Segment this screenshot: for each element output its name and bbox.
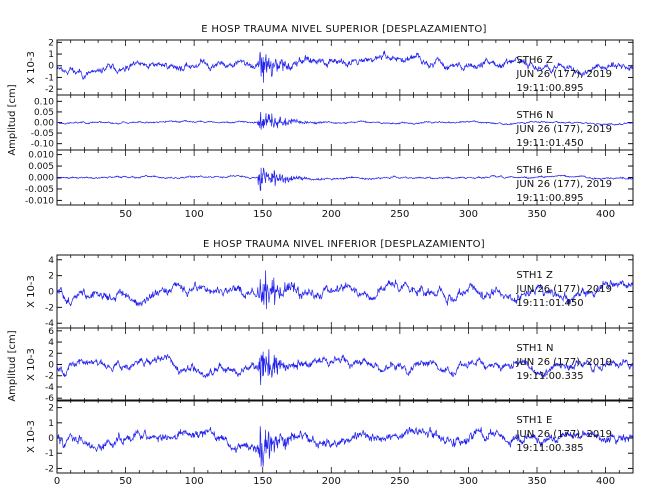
y-tick-label: 4 [48,338,54,348]
x-tick-label: 200 [322,209,341,220]
y-tick-label: 0 [48,361,54,371]
x-tick-label: 400 [596,209,615,220]
y-tick-label: 1 [48,419,54,429]
trace-waveform [56,426,634,467]
x-tick-label: 100 [185,476,204,487]
time-label: 19:11:00.895 [516,83,583,94]
y-tick-label: -2 [45,372,54,382]
station-label: STH6 Z [516,55,553,66]
y-tick-label: -4 [45,319,54,329]
x-tick-label: 150 [253,476,272,487]
date-label: JUN 26 (177), 2019 [515,429,612,440]
y-tick-label: -2 [45,464,54,474]
y-tick-label: 0 [48,62,54,72]
x-tick-label: 350 [527,209,546,220]
y-tick-label: -6 [45,394,54,404]
trace-panel-sth1-z: 4 2 0 -2 -4 X 10-3 STH1 Z JUN 26 (177), 2019 19:… [26,254,634,329]
y-tick-label: 0.00 [34,119,54,129]
y-tick-label: -0.005 [25,185,54,195]
x-tick-label: 250 [390,209,409,220]
time-label: 19:11:01.450 [516,138,583,149]
x-tick-label: 50 [119,476,132,487]
x-tick-label: 50 [119,209,132,220]
panel-superior-title: E HOSP TRAUMA NIVEL SUPERIOR [DESPLAZAMI… [201,24,487,35]
y-tick-label: -1 [45,449,54,459]
y-tick-label: 0.10 [34,97,54,107]
x-tick-label: 100 [185,209,204,220]
trace-waveform [56,349,634,386]
y-tick-label: -4 [45,383,54,393]
panel-inferior: E HOSP TRAUMA NIVEL INFERIOR [DESPLAZAMI… [7,239,634,487]
y-tick-label: -1 [45,73,54,83]
trace-waveform [56,111,634,130]
y-tick-label: -2 [45,303,54,313]
y-exponent-label: X 10-3 [26,348,37,381]
y-tick-label: -0.05 [31,129,54,139]
y-exponent-label: X 10-3 [26,420,37,453]
trace-waveform [56,50,634,83]
station-label: STH1 N [516,343,553,354]
trace-waveform [56,270,634,310]
y-tick-label: 2 [48,272,54,282]
x-axis: 50 100 150 200 250 300 350 400 [119,209,615,220]
y-tick-label: 0.010 [28,151,54,161]
date-label: JUN 26 (177), 2019 [515,124,612,135]
trace-panel-sth6-n: 0.100.050.00-0.05-0.10 STH6 N JUN 26 (177)… [31,94,634,151]
time-label: 19:11:00.385 [516,443,583,454]
trace-panel-sth6-z: 2 1 0-1 -2 X 10-3 STH6 Z JUN 26 (177), 2019 19:… [26,38,634,96]
date-label: JUN 26 (177), 2019 [515,357,612,368]
time-label: 19:11:00.895 [516,193,583,204]
time-label: 19:11:01.450 [516,298,583,309]
station-label: STH1 E [516,415,552,426]
y-tick-label: -0.10 [31,140,55,150]
x-tick-label: 300 [459,209,478,220]
trace-waveform [56,167,634,192]
y-tick-label: 0.005 [28,162,54,172]
y-tick-label: 2 [48,404,54,414]
y-exponent-label: X 10-3 [26,275,37,308]
y-tick-label: 1 [48,50,54,60]
y-tick-label: 0.05 [34,108,54,118]
station-label: STH1 Z [516,270,553,281]
y-tick-label: 0 [48,434,54,444]
date-label: JUN 26 (177), 2019 [515,69,612,80]
station-label: STH6 N [516,110,553,121]
x-tick-label: 350 [527,476,546,487]
panel-inferior-title: E HOSP TRAUMA NIVEL INFERIOR [DESPLAZAMI… [203,239,485,250]
y-tick-label: -0.010 [25,196,54,206]
x-tick-label: 250 [390,476,409,487]
x-tick-label: 200 [322,476,341,487]
x-tick-label: 150 [253,209,272,220]
y-tick-label: 0 [48,288,54,298]
y-exponent-label: X 10-3 [26,51,37,84]
station-label: STH6 E [516,165,552,176]
panel-superior-ylabel: Amplitud [cm] [7,84,18,155]
time-label: 19:11:00.335 [516,371,583,382]
y-tick-label: -2 [45,85,54,95]
date-label: JUN 26 (177), 2019 [515,284,612,295]
panel-superior: E HOSP TRAUMA NIVEL SUPERIOR [DESPLAZAMI… [7,24,634,220]
y-tick-label: 0.000 [28,174,54,184]
trace-panel-sth1-n: 642 0-2-4-6 X 10-3 STH1 N JUN 26 (177), 2019… [26,327,634,404]
x-axis: 0 50 100 150 200 250 300 350 400 [54,476,615,487]
trace-panel-sth1-e: 2 1 0 -1 -2 X 10-3 STH1 E JUN 26 (177), 2019 19:… [26,399,634,474]
date-label: JUN 26 (177), 2019 [515,179,612,190]
x-tick-label: 400 [596,476,615,487]
panel-inferior-ylabel: Amplitud [cm] [7,330,18,401]
y-tick-label: 2 [48,38,54,48]
y-tick-label: 2 [48,349,54,359]
y-tick-label: 6 [48,327,54,337]
x-tick-label: 300 [459,476,478,487]
y-tick-label: 4 [48,256,54,266]
x-tick-label: 0 [54,476,60,487]
